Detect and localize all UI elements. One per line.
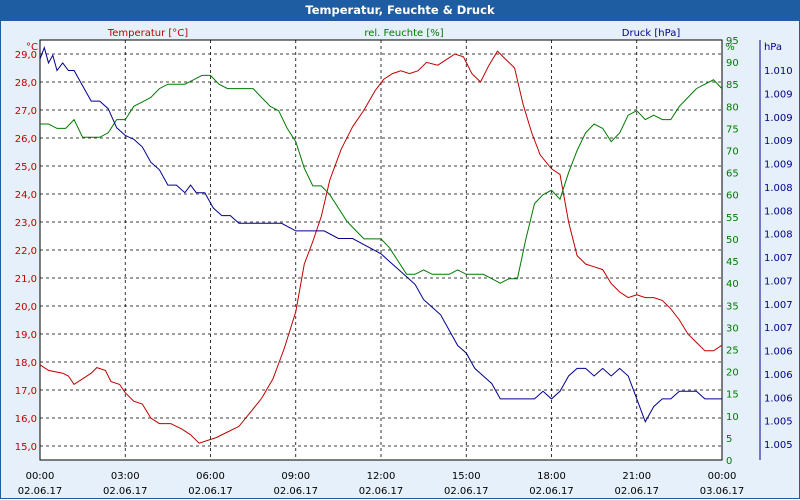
x-tick-date: 02.06.17 xyxy=(18,486,63,497)
temperature-tick: 20,0 xyxy=(15,302,37,313)
pressure-tick: 1.009 xyxy=(764,160,793,171)
temperature-tick: 29,0 xyxy=(15,50,37,61)
pressure-tick: 1.009 xyxy=(764,136,793,147)
pressure-tick: 1.007 xyxy=(764,276,793,287)
pressure-tick: 1.010 xyxy=(764,66,793,77)
x-tick-time: 06:00 xyxy=(196,471,225,482)
temperature-tick: 23,0 xyxy=(15,218,37,229)
grid xyxy=(40,40,761,460)
pressure-tick: 1.007 xyxy=(764,253,793,264)
pressure-tick: 1.005 xyxy=(764,417,793,428)
pressure-tick: 1.005 xyxy=(764,440,793,451)
pressure-tick: 1.007 xyxy=(764,300,793,311)
humidity-tick: 0 xyxy=(726,456,732,467)
humidity-tick: 45 xyxy=(726,257,739,268)
humidity-tick: 35 xyxy=(726,301,739,312)
humidity-tick: 60 xyxy=(726,191,739,202)
pressure-tick: 1.008 xyxy=(764,183,793,194)
temperature-tick: 17,0 xyxy=(15,386,37,397)
pressure-tick: 1.009 xyxy=(764,113,793,124)
temperature-tick: 16,0 xyxy=(15,414,37,425)
humidity-tick: 15 xyxy=(726,390,739,401)
series-humidity xyxy=(40,74,723,284)
humidity-tick: 55 xyxy=(726,213,739,224)
x-tick-time: 00:00 xyxy=(26,471,55,482)
x-tick-time: 21:00 xyxy=(622,471,651,482)
humidity-tick: 95 xyxy=(726,36,739,47)
humidity-tick: 10 xyxy=(726,412,739,423)
series-temperature xyxy=(39,50,723,444)
pressure-unit: hPa xyxy=(764,42,782,53)
humidity-tick: 90 xyxy=(726,58,739,69)
humidity-tick: 40 xyxy=(726,279,739,290)
x-tick-time: 03:00 xyxy=(111,471,140,482)
humidity-unit: % xyxy=(725,42,735,53)
humidity-tick: 5 xyxy=(726,434,732,445)
pressure-tick: 1.007 xyxy=(764,323,793,334)
pressure-tick: 1.008 xyxy=(764,206,793,217)
window-title: Temperatur, Feuchte & Druck xyxy=(0,0,800,21)
pressure-tick: 1.008 xyxy=(764,230,793,241)
pressure-tick: 1.006 xyxy=(764,393,793,404)
temperature-tick: 24,0 xyxy=(15,190,37,201)
temperature-tick: 28,0 xyxy=(15,78,37,89)
humidity-tick: 25 xyxy=(726,345,739,356)
humidity-tick: 80 xyxy=(726,102,739,113)
pressure-tick: 1.006 xyxy=(764,370,793,381)
humidity-tick: 70 xyxy=(726,147,739,158)
x-tick-time: 18:00 xyxy=(537,471,566,482)
temperature-tick: 21,0 xyxy=(15,274,37,285)
x-tick-date: 02.06.17 xyxy=(188,486,233,497)
x-tick-date: 02.06.17 xyxy=(359,486,404,497)
humidity-tick: 65 xyxy=(726,169,739,180)
x-tick-time: 12:00 xyxy=(367,471,396,482)
temperature-tick: 19,0 xyxy=(15,330,37,341)
pressure-axis-label: Druck [hPa] xyxy=(622,28,681,39)
x-tick-time: 09:00 xyxy=(281,471,310,482)
humidity-axis-label: rel. Feuchte [%] xyxy=(364,28,443,39)
x-tick-time: 15:00 xyxy=(452,471,481,482)
temperature-tick: 25,0 xyxy=(15,162,37,173)
x-tick-time: 00:00 xyxy=(708,471,737,482)
x-tick-date: 03.06.17 xyxy=(700,486,745,497)
humidity-tick: 75 xyxy=(726,124,739,135)
pressure-tick: 1.006 xyxy=(764,347,793,358)
humidity-tick: 50 xyxy=(726,235,739,246)
pressure-tick: 1.009 xyxy=(764,89,793,100)
x-tick-date: 02.06.17 xyxy=(529,486,574,497)
humidity-tick: 30 xyxy=(726,323,739,334)
series-lines xyxy=(39,45,723,444)
x-tick-date: 02.06.17 xyxy=(103,486,148,497)
temperature-tick: 15,0 xyxy=(15,442,37,453)
series-pressure xyxy=(39,45,722,423)
temperature-tick: 22,0 xyxy=(15,246,37,257)
x-tick-date: 02.06.17 xyxy=(444,486,489,497)
humidity-tick: 85 xyxy=(726,80,739,91)
temperature-axis-label: Temperatur [°C] xyxy=(107,28,188,39)
temperature-unit: °C xyxy=(26,42,38,53)
x-tick-date: 02.06.17 xyxy=(614,486,659,497)
humidity-tick: 20 xyxy=(726,368,739,379)
tick-labels: 29,0 28,0 27,0 26,0 25,0 24,0 23,0 22,0 21,0 20,0… xyxy=(15,36,793,497)
temperature-tick: 27,0 xyxy=(15,106,37,117)
x-tick-date: 02.06.17 xyxy=(273,486,318,497)
temperature-tick: 26,0 xyxy=(15,134,37,145)
temperature-tick: 18,0 xyxy=(15,358,37,369)
